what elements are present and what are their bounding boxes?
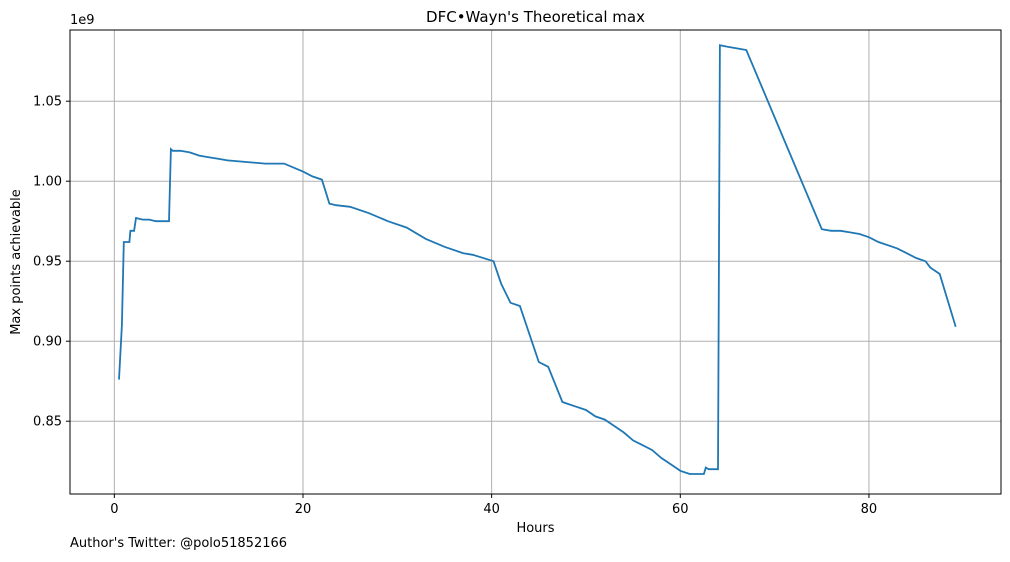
x-axis-label: Hours — [516, 521, 554, 536]
x-tick-label: 60 — [672, 502, 689, 517]
plot-frame — [69, 29, 1002, 495]
x-tick-label: 0 — [110, 502, 118, 517]
y-tick-label: 1.05 — [33, 95, 62, 110]
y-offset-label: 1e9 — [70, 13, 95, 28]
grid-lines — [70, 30, 1001, 494]
y-tick-label: 0.85 — [33, 415, 62, 430]
x-axis-ticks: 0 20 40 60 80 — [110, 494, 877, 517]
author-footer: Author's Twitter: @polo51852166 — [70, 536, 288, 551]
series-line — [118, 44, 957, 475]
y-axis-ticks: 0.85 0.90 0.95 1.00 1.05 — [33, 95, 70, 430]
y-axis-label: Max points achievable — [9, 189, 24, 335]
x-tick-label: 20 — [295, 502, 312, 517]
x-tick-label: 80 — [861, 502, 878, 517]
x-tick-label: 40 — [483, 502, 500, 517]
y-tick-label: 0.90 — [33, 335, 62, 350]
y-tick-label: 1.00 — [33, 175, 62, 190]
y-tick-label: 0.95 — [33, 255, 62, 270]
chart-title: DFC•Wayn's Theoretical max — [426, 8, 645, 26]
